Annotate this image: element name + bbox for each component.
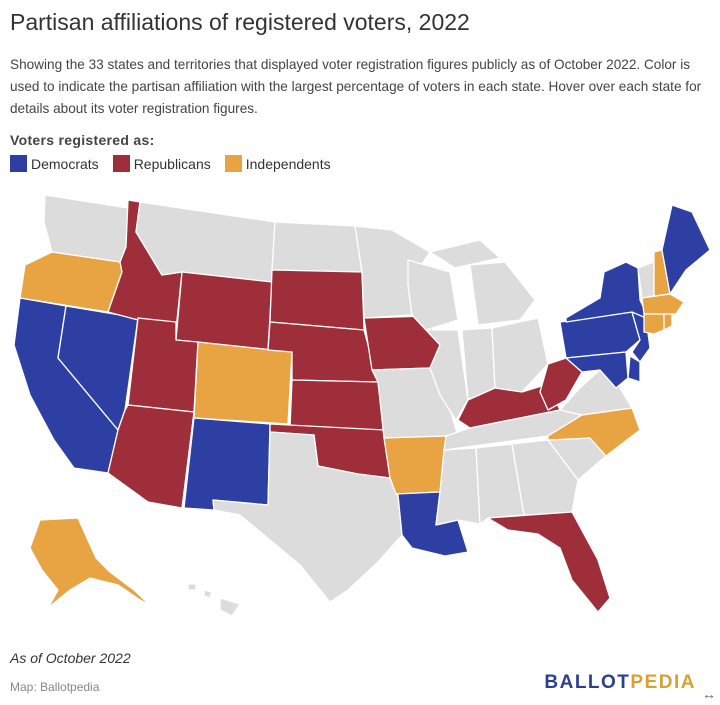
state-KS[interactable] bbox=[289, 379, 385, 431]
state-MD[interactable] bbox=[565, 351, 629, 389]
map-title: Partisan affiliations of registered vote… bbox=[10, 9, 470, 35]
legend-label-democrats: Democrats bbox=[31, 155, 99, 172]
legend-label-republicans: Republicans bbox=[133, 155, 211, 172]
legend-swatch-republicans bbox=[112, 155, 130, 172]
state-WI[interactable] bbox=[407, 259, 459, 331]
state-CT[interactable] bbox=[643, 313, 665, 335]
state-DE[interactable] bbox=[627, 355, 641, 383]
state-NM[interactable] bbox=[183, 417, 271, 511]
legend-title: Voters registered as: bbox=[10, 132, 155, 148]
logo-part-ballot: BALLOT bbox=[544, 672, 631, 693]
state-IL[interactable] bbox=[425, 329, 469, 421]
state-MI[interactable] bbox=[429, 239, 536, 326]
legend: Democrats Republicans Independents bbox=[10, 155, 331, 172]
state-AR[interactable] bbox=[383, 435, 447, 495]
legend-label-independents: Independents bbox=[245, 155, 331, 172]
state-VT[interactable] bbox=[637, 261, 655, 299]
state-RI[interactable] bbox=[663, 313, 673, 331]
map-subtitle: Showing the 33 states and territories th… bbox=[10, 57, 702, 116]
legend-item-independents: Independents bbox=[224, 155, 331, 172]
legend-swatch-democrats bbox=[10, 155, 27, 172]
source-credit: Map: Ballotpedia bbox=[10, 680, 100, 694]
legend-item-democrats: Democrats bbox=[10, 155, 99, 172]
state-TX[interactable] bbox=[212, 431, 403, 603]
expand-arrows-icon[interactable]: ↔ bbox=[702, 686, 716, 702]
state-SD[interactable] bbox=[269, 269, 365, 331]
state-HI[interactable] bbox=[187, 583, 241, 617]
state-WA[interactable] bbox=[43, 194, 129, 263]
state-AZ[interactable] bbox=[107, 404, 195, 509]
state-WY[interactable] bbox=[175, 271, 273, 351]
state-MS[interactable] bbox=[435, 447, 481, 526]
state-VA[interactable] bbox=[559, 369, 633, 416]
state-FL[interactable] bbox=[487, 511, 611, 613]
ballotpedia-logo: BALLOTPEDIA bbox=[544, 672, 696, 694]
logo-part-pedia: PEDIA bbox=[630, 672, 696, 693]
state-AK[interactable] bbox=[29, 517, 151, 609]
legend-swatch-independents bbox=[224, 155, 242, 172]
legend-item-republicans: Republicans bbox=[112, 155, 211, 172]
state-NY[interactable] bbox=[565, 261, 655, 335]
state-MA[interactable] bbox=[641, 293, 685, 315]
state-ND[interactable] bbox=[271, 221, 363, 273]
state-ME[interactable] bbox=[661, 204, 711, 295]
state-OH[interactable] bbox=[491, 317, 549, 393]
state-IN[interactable] bbox=[461, 327, 496, 401]
us-map bbox=[13, 194, 711, 617]
state-CO[interactable] bbox=[193, 341, 293, 425]
date-note: As of October 2022 bbox=[10, 650, 131, 666]
